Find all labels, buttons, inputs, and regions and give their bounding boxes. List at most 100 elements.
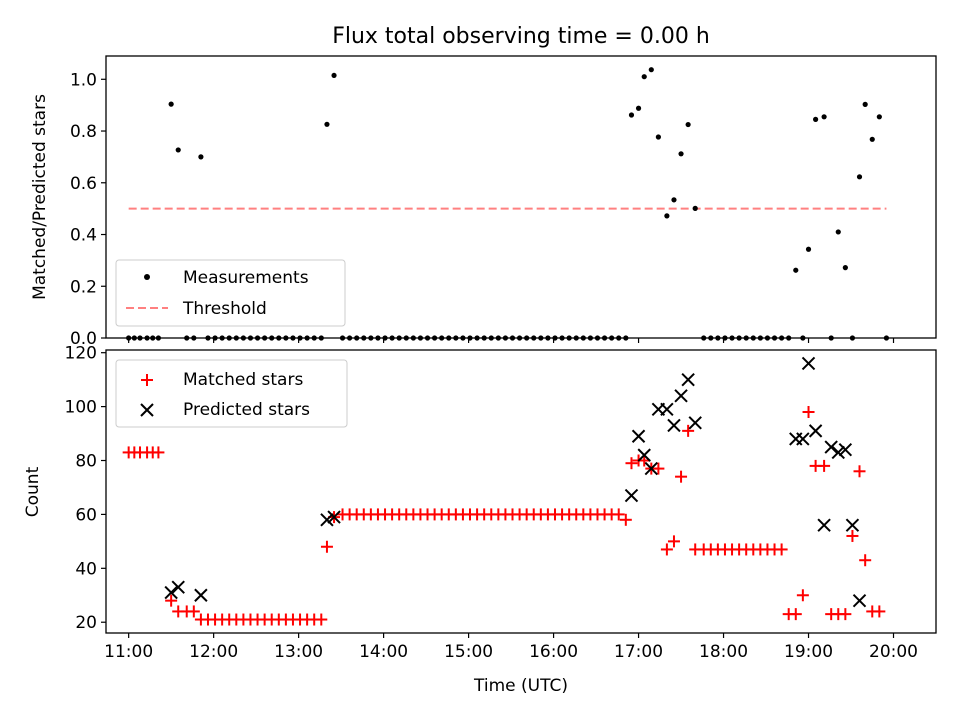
top-y-tick-label: 0.6 xyxy=(70,174,97,194)
measurement-point xyxy=(692,205,698,211)
predicted-star-point xyxy=(667,418,681,433)
top-legend: Measurements Threshold xyxy=(115,259,346,327)
legend-predicted-label: Predicted stars xyxy=(183,400,310,420)
matched-star-point xyxy=(320,540,333,553)
bottom-y-tick-label: 60 xyxy=(75,505,97,525)
measurement-point xyxy=(685,121,691,128)
bottom-y-tick-label: 20 xyxy=(75,613,97,633)
figure-title: Flux total observing time = 0.00 h xyxy=(332,24,710,49)
measurement-point xyxy=(813,116,819,122)
predicted-star-point xyxy=(631,429,646,443)
top-legend-box xyxy=(115,259,346,327)
matched-star-point xyxy=(839,608,852,621)
predicted-star-point xyxy=(838,443,853,457)
matched-star-point xyxy=(315,613,328,626)
predicted-star-stroke-b xyxy=(171,580,185,594)
predicted-star-stroke-b xyxy=(667,418,681,433)
matched-star-point xyxy=(675,470,688,483)
measurement-point xyxy=(671,197,677,203)
matched-star-point xyxy=(789,608,802,621)
predicted-star-point xyxy=(824,440,838,454)
bottom-x-axis: 11:00 12:00 13:00 14:00 15:00 16:00 17:00 18:00… xyxy=(104,633,918,662)
top-x-axis xyxy=(128,338,895,343)
matched-star-point xyxy=(802,405,815,418)
legend-threshold-label: Threshold xyxy=(182,299,267,319)
measurement-point xyxy=(842,265,848,271)
measurement-point xyxy=(198,154,204,160)
matched-star-point xyxy=(612,508,625,521)
measurement-point xyxy=(175,147,181,153)
predicted-star-point xyxy=(817,518,831,532)
predicted-star-point xyxy=(674,389,688,403)
predicted-star-point xyxy=(327,510,341,524)
matched-star-point xyxy=(873,605,886,618)
top-y-tick-label: 0.4 xyxy=(70,226,97,246)
measurement-point xyxy=(168,101,174,107)
predicted-star-point xyxy=(831,445,845,460)
predicted-star-point xyxy=(320,513,334,527)
predicted-star-point xyxy=(801,356,816,371)
top-y-tick-label: 1.0 xyxy=(70,70,97,90)
bottom-x-tick-label: 20:00 xyxy=(869,642,918,662)
bottom-x-tick-label: 17:00 xyxy=(614,642,663,662)
predicted-star-stroke-b xyxy=(320,513,334,527)
bottom-y-axis-label: Count xyxy=(23,466,43,517)
bottom-x-tick-label: 16:00 xyxy=(529,642,578,662)
matched-star-point xyxy=(682,424,695,437)
legend-matched-marker xyxy=(141,374,153,386)
matched-star-point xyxy=(660,543,673,556)
bottom-y-axis: 20 40 60 80 100 120 xyxy=(65,344,106,633)
measurement-point xyxy=(324,121,330,127)
predicted-star-stroke-b xyxy=(852,593,867,608)
bottom-x-tick-label: 13:00 xyxy=(274,642,323,662)
matched-star-point xyxy=(796,589,809,602)
predicted-star-point xyxy=(852,593,867,608)
predicted-star-stroke-b xyxy=(624,488,639,503)
measurement-point xyxy=(805,246,812,252)
predicted-star-stroke-b xyxy=(194,588,208,602)
predicted-star-stroke-b xyxy=(681,372,695,387)
matched-star-point xyxy=(846,529,859,542)
predicted-star-point xyxy=(796,432,810,446)
measurement-point xyxy=(876,114,882,120)
predicted-star-point xyxy=(644,461,659,476)
predicted-star-stroke-b xyxy=(824,440,838,454)
measurement-point xyxy=(628,112,635,118)
predicted-star-stroke-b xyxy=(817,518,831,532)
measurement-point xyxy=(648,67,654,73)
bottom-x-tick-label: 11:00 xyxy=(104,642,153,662)
measurement-point xyxy=(655,134,661,140)
predicted-star-point xyxy=(624,488,639,503)
legend-predicted-marker xyxy=(140,403,154,417)
matched-star-point xyxy=(619,513,632,526)
predicted-star-stroke-b xyxy=(845,518,860,532)
predicted-star-point xyxy=(660,402,674,417)
top-axes-frame xyxy=(105,55,937,339)
top-y-axis: 0.0 0.2 0.4 0.6 0.8 1.0 xyxy=(70,70,106,349)
matched-star-point xyxy=(667,535,680,548)
matched-star-point xyxy=(165,594,178,607)
top-y-tick-label: 0.8 xyxy=(70,122,97,142)
measurement-point xyxy=(862,101,868,107)
legend-measurements-marker xyxy=(144,274,150,280)
matched-star-point xyxy=(625,457,638,470)
matched-star-point xyxy=(853,465,866,478)
predicted-star-stroke-b xyxy=(838,443,853,457)
measurement-point xyxy=(664,213,670,219)
bottom-x-tick-label: 14:00 xyxy=(359,642,408,662)
predicted-star-point xyxy=(171,580,185,594)
bottom-y-tick-label: 40 xyxy=(75,559,97,579)
bottom-panel: 20 40 60 80 100 120 11:00 12:00 13:00 14:00 15:00… xyxy=(23,344,937,696)
predicted-star-point xyxy=(808,424,823,438)
matched-star-point xyxy=(818,459,831,472)
predicted-star-point xyxy=(194,588,208,602)
predicted-star-stroke-b xyxy=(660,402,674,417)
bottom-y-tick-label: 100 xyxy=(65,398,97,418)
predicted-star-stroke-b xyxy=(674,389,688,403)
predicted-star-stroke-b xyxy=(644,461,659,476)
bottom-marks xyxy=(122,356,886,626)
predicted-star-stroke-b xyxy=(327,510,341,524)
measurement-point xyxy=(835,229,841,235)
measurement-point xyxy=(641,74,647,80)
